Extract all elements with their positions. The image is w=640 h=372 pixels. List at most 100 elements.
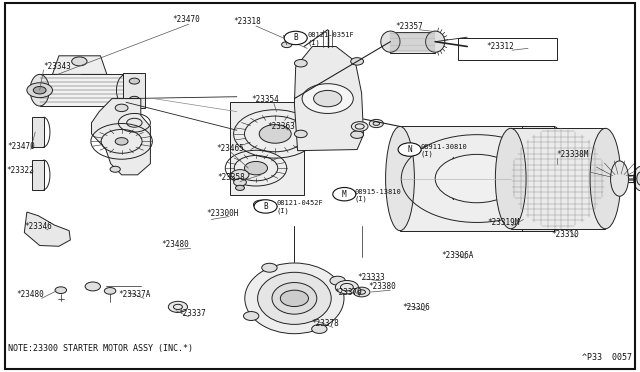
Text: *23343: *23343	[44, 62, 71, 71]
Circle shape	[231, 170, 249, 180]
Circle shape	[435, 154, 518, 203]
Circle shape	[351, 122, 368, 131]
Polygon shape	[522, 126, 554, 231]
Text: *23354: *23354	[251, 95, 278, 104]
Circle shape	[330, 276, 346, 285]
Circle shape	[282, 42, 292, 48]
Text: *23310: *23310	[552, 230, 579, 239]
Circle shape	[294, 130, 307, 138]
Polygon shape	[400, 126, 554, 231]
Circle shape	[234, 179, 246, 186]
Ellipse shape	[116, 74, 136, 106]
Circle shape	[335, 280, 358, 294]
Text: N: N	[407, 145, 412, 154]
Circle shape	[280, 290, 308, 307]
Text: *23346: *23346	[24, 222, 52, 231]
Polygon shape	[52, 56, 107, 74]
Circle shape	[85, 282, 100, 291]
Circle shape	[129, 78, 140, 84]
Ellipse shape	[426, 31, 445, 52]
Text: *23480: *23480	[161, 240, 189, 249]
Circle shape	[314, 90, 342, 107]
Text: *23379: *23379	[335, 288, 362, 297]
Text: B: B	[263, 202, 268, 211]
Circle shape	[243, 312, 259, 321]
Polygon shape	[40, 74, 126, 106]
Text: NOTE:23300 STARTER MOTOR ASSY (INC.*): NOTE:23300 STARTER MOTOR ASSY (INC.*)	[8, 344, 193, 353]
Circle shape	[115, 104, 128, 112]
Circle shape	[351, 58, 364, 65]
Text: *23306: *23306	[402, 303, 429, 312]
Text: *23363: *23363	[268, 122, 295, 131]
Text: *23319M: *23319M	[488, 218, 520, 227]
Ellipse shape	[590, 128, 621, 229]
Circle shape	[253, 200, 269, 209]
Text: *23338M: *23338M	[557, 150, 589, 159]
Text: ^P33  0057: ^P33 0057	[582, 353, 632, 362]
Ellipse shape	[258, 272, 332, 324]
Text: 08911-30810
(I): 08911-30810 (I)	[420, 144, 467, 157]
Polygon shape	[32, 160, 44, 190]
Text: *23470: *23470	[8, 142, 35, 151]
Text: 08915-13810
(I): 08915-13810 (I)	[355, 189, 401, 202]
Polygon shape	[32, 117, 44, 147]
Circle shape	[254, 200, 277, 213]
Text: *23480: *23480	[16, 291, 44, 299]
Text: B: B	[293, 33, 298, 42]
Circle shape	[110, 166, 120, 172]
Ellipse shape	[495, 128, 526, 229]
Text: *23333: *23333	[357, 273, 385, 282]
Circle shape	[353, 287, 370, 297]
Text: 08121-0351F
(I): 08121-0351F (I)	[307, 32, 354, 46]
Circle shape	[398, 143, 421, 156]
Text: *23306A: *23306A	[442, 251, 474, 260]
Circle shape	[351, 131, 364, 138]
Ellipse shape	[634, 166, 640, 190]
Text: *23465: *23465	[216, 144, 244, 153]
Ellipse shape	[540, 126, 568, 231]
Polygon shape	[24, 212, 70, 246]
Text: *23300H: *23300H	[206, 209, 239, 218]
Circle shape	[168, 301, 188, 312]
Circle shape	[33, 86, 46, 94]
Circle shape	[284, 31, 307, 45]
Polygon shape	[123, 73, 145, 108]
Circle shape	[333, 187, 356, 201]
Text: *23337A: *23337A	[118, 291, 151, 299]
Circle shape	[262, 263, 277, 272]
Text: M: M	[342, 190, 347, 199]
Polygon shape	[230, 102, 304, 195]
Text: *23357: *23357	[396, 22, 423, 31]
Circle shape	[302, 84, 353, 113]
Circle shape	[259, 125, 291, 143]
Ellipse shape	[272, 283, 317, 314]
Circle shape	[244, 161, 268, 175]
Text: *23358: *23358	[218, 173, 245, 182]
Circle shape	[72, 57, 87, 66]
Ellipse shape	[30, 74, 49, 106]
Polygon shape	[511, 128, 605, 229]
Circle shape	[27, 83, 52, 98]
Ellipse shape	[385, 126, 415, 231]
Ellipse shape	[548, 166, 564, 190]
Text: *23322: *23322	[6, 166, 34, 175]
Text: *23378: *23378	[312, 319, 339, 328]
Circle shape	[369, 119, 383, 128]
Text: 08121-0452F
(I): 08121-0452F (I)	[276, 201, 323, 214]
Text: *23380: *23380	[368, 282, 396, 291]
Circle shape	[104, 288, 116, 294]
Ellipse shape	[611, 161, 628, 196]
Text: *23318: *23318	[234, 17, 261, 26]
Circle shape	[129, 96, 140, 102]
Circle shape	[236, 185, 244, 190]
Text: *23312: *23312	[486, 42, 514, 51]
Polygon shape	[390, 32, 435, 53]
Text: *23337: *23337	[178, 309, 205, 318]
Circle shape	[312, 324, 327, 333]
Polygon shape	[92, 99, 150, 175]
Polygon shape	[294, 46, 364, 151]
Circle shape	[115, 138, 128, 145]
Ellipse shape	[245, 263, 344, 334]
Circle shape	[55, 287, 67, 294]
Ellipse shape	[381, 31, 400, 52]
